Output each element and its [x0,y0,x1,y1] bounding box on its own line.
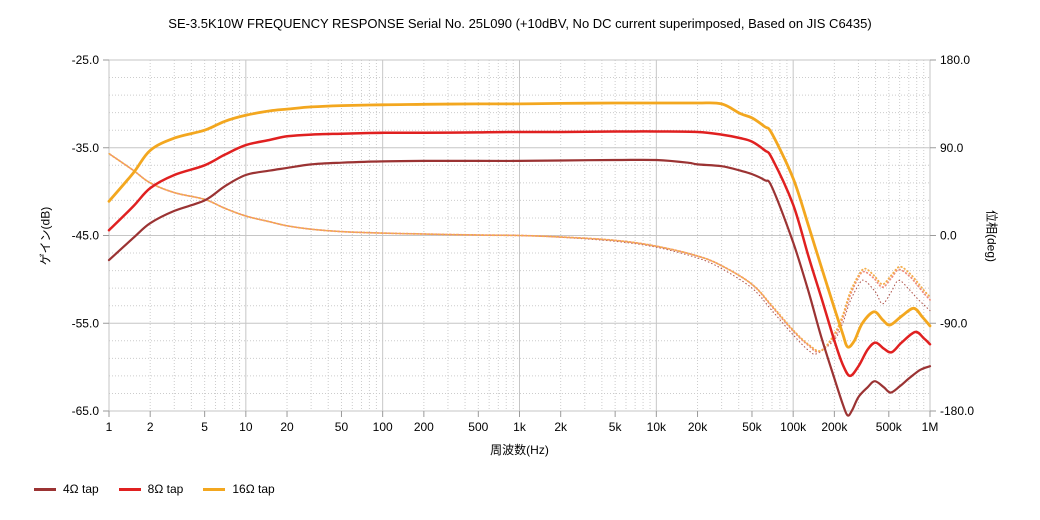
legend-item-4ohm-tap: 4Ω tap [34,482,99,496]
x-tick-label: 10k [647,420,667,434]
y-right-tick-label: 0.0 [940,229,957,243]
legend-label-16ohm: 16Ω tap [232,482,275,496]
y-left-tick-label: -45.0 [72,229,100,243]
x-tick-label: 5k [609,420,623,434]
gain-curve-16ohm [107,101,932,349]
x-tick-label: 500 [468,420,488,434]
legend-swatch-16ohm [203,487,226,491]
x-tick-label: 50k [742,420,762,434]
x-tick-label: 1 [106,420,113,434]
x-tick-label: 10 [239,420,253,434]
y-right-tick-label: 180.0 [940,53,970,67]
legend-label-8ohm: 8Ω tap [147,482,184,496]
y-right-tick-label: -90.0 [940,316,968,330]
legend-swatch-8ohm [118,487,141,491]
x-tick-label: 200k [821,420,848,434]
x-tick-label: 1M [922,420,939,434]
phase-curve-16ohm [108,152,931,352]
gain-curve-8ohm [107,130,932,378]
y-left-tick-label: -65.0 [72,404,100,418]
x-tick-label: 100k [780,420,807,434]
x-tick-label: 1k [513,420,527,434]
gain-curve-4ohm [107,158,932,417]
y-right-tick-label: -180.0 [940,404,974,418]
x-tick-label: 500k [876,420,903,434]
x-tick-label: 100 [373,420,393,434]
x-tick-label: 50 [335,420,349,434]
legend: 4Ω tap 8Ω tap 16Ω tap [34,482,275,496]
y-left-tick-label: -55.0 [72,316,100,330]
legend-label-4ohm: 4Ω tap [63,482,99,496]
x-tick-label: 20 [280,420,294,434]
x-axis-label: 周波数(Hz) [490,443,549,457]
x-tick-label: 2k [554,420,568,434]
x-tick-label: 20k [688,420,708,434]
x-tick-label: 2 [147,420,154,434]
x-tick-label: 200 [414,420,434,434]
y-left-tick-label: -35.0 [72,141,100,155]
legend-swatch-4ohm [34,487,56,491]
y-left-tick-label: -25.0 [72,53,100,67]
legend-item-16ohm-tap: 16Ω tap [203,482,275,496]
legend-item-8ohm-tap: 8Ω tap [118,482,184,496]
y-right-tick-label: 90.0 [940,141,964,155]
chart-title: SE-3.5K10W FREQUENCY RESPONSE Serial No.… [168,16,872,31]
x-tick-label: 5 [201,420,208,434]
